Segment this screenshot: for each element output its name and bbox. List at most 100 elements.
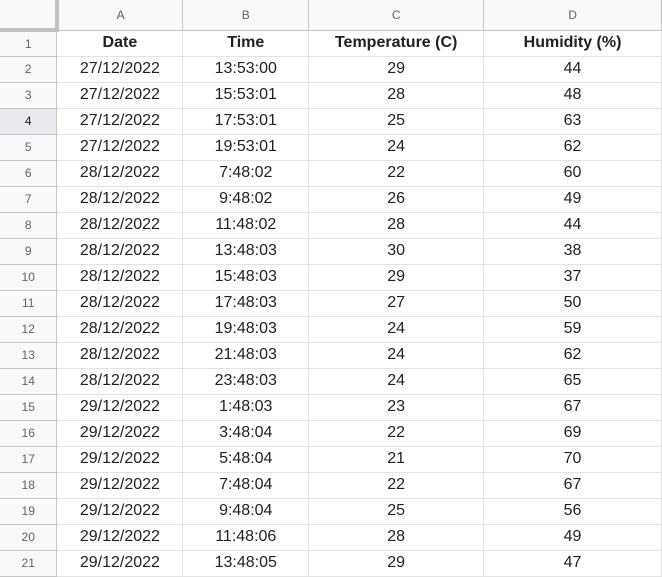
cell-time[interactable]: 19:53:01 <box>182 134 310 161</box>
cell-temperature[interactable]: 30 <box>308 238 485 265</box>
cell-header-temperature[interactable]: Temperature (C) <box>308 30 485 57</box>
row-header[interactable]: 3 <box>0 82 58 109</box>
cell-temperature[interactable]: 27 <box>308 290 485 317</box>
row-header[interactable]: 8 <box>0 212 58 239</box>
row-header[interactable]: 21 <box>0 550 58 577</box>
cell-date[interactable]: 29/12/2022 <box>56 394 184 421</box>
cell-date[interactable]: 28/12/2022 <box>56 290 184 317</box>
cell-temperature[interactable]: 22 <box>308 420 485 447</box>
cell-time[interactable]: 19:48:03 <box>182 316 310 343</box>
cell-humidity[interactable]: 70 <box>483 446 662 473</box>
cell-temperature[interactable]: 29 <box>308 550 485 577</box>
cell-date[interactable]: 29/12/2022 <box>56 472 184 499</box>
cell-header-time[interactable]: Time <box>182 30 310 57</box>
cell-humidity[interactable]: 67 <box>483 472 662 499</box>
cell-date[interactable]: 28/12/2022 <box>56 264 184 291</box>
cell-temperature[interactable]: 28 <box>308 82 485 109</box>
select-all-corner[interactable] <box>0 0 59 32</box>
cell-date[interactable]: 29/12/2022 <box>56 524 184 551</box>
row-header[interactable]: 1 <box>0 30 58 57</box>
cell-temperature[interactable]: 29 <box>308 56 485 83</box>
cell-date[interactable]: 28/12/2022 <box>56 212 184 239</box>
cell-temperature[interactable]: 23 <box>308 394 485 421</box>
cell-humidity[interactable]: 50 <box>483 290 662 317</box>
cell-humidity[interactable]: 49 <box>483 524 662 551</box>
cell-humidity[interactable]: 44 <box>483 212 662 239</box>
cell-temperature[interactable]: 25 <box>308 498 485 525</box>
cell-date[interactable]: 28/12/2022 <box>56 342 184 369</box>
cell-time[interactable]: 13:53:00 <box>182 56 310 83</box>
cell-humidity[interactable]: 47 <box>483 550 662 577</box>
cell-humidity[interactable]: 37 <box>483 264 662 291</box>
column-header-b[interactable]: B <box>182 0 310 31</box>
cell-temperature[interactable]: 28 <box>308 212 485 239</box>
cell-date[interactable]: 27/12/2022 <box>56 108 184 135</box>
cell-date[interactable]: 29/12/2022 <box>56 446 184 473</box>
row-header[interactable]: 13 <box>0 342 58 369</box>
row-header[interactable]: 7 <box>0 186 58 213</box>
cell-temperature[interactable]: 25 <box>308 108 485 135</box>
cell-temperature[interactable]: 24 <box>308 368 485 395</box>
cell-time[interactable]: 13:48:03 <box>182 238 310 265</box>
cell-temperature[interactable]: 24 <box>308 316 485 343</box>
row-header[interactable]: 16 <box>0 420 58 447</box>
cell-time[interactable]: 3:48:04 <box>182 420 310 447</box>
column-header-d[interactable]: D <box>483 0 662 31</box>
cell-time[interactable]: 7:48:04 <box>182 472 310 499</box>
cell-time[interactable]: 9:48:04 <box>182 498 310 525</box>
cell-time[interactable]: 9:48:02 <box>182 186 310 213</box>
cell-time[interactable]: 7:48:02 <box>182 160 310 187</box>
cell-humidity[interactable]: 38 <box>483 238 662 265</box>
column-header-a[interactable]: A <box>56 0 184 31</box>
cell-temperature[interactable]: 28 <box>308 524 485 551</box>
cell-date[interactable]: 29/12/2022 <box>56 550 184 577</box>
cell-date[interactable]: 28/12/2022 <box>56 238 184 265</box>
cell-time[interactable]: 11:48:06 <box>182 524 310 551</box>
cell-humidity[interactable]: 67 <box>483 394 662 421</box>
cell-time[interactable]: 17:48:03 <box>182 290 310 317</box>
row-header[interactable]: 4 <box>0 108 58 135</box>
row-header[interactable]: 19 <box>0 498 58 525</box>
cell-time[interactable]: 13:48:05 <box>182 550 310 577</box>
cell-date[interactable]: 27/12/2022 <box>56 82 184 109</box>
cell-time[interactable]: 15:53:01 <box>182 82 310 109</box>
cell-humidity[interactable]: 62 <box>483 342 662 369</box>
row-header[interactable]: 11 <box>0 290 58 317</box>
cell-temperature[interactable]: 22 <box>308 160 485 187</box>
row-header[interactable]: 20 <box>0 524 58 551</box>
row-header[interactable]: 9 <box>0 238 58 265</box>
row-header[interactable]: 10 <box>0 264 58 291</box>
cell-temperature[interactable]: 24 <box>308 342 485 369</box>
cell-humidity[interactable]: 65 <box>483 368 662 395</box>
row-header[interactable]: 12 <box>0 316 58 343</box>
column-header-c[interactable]: C <box>308 0 485 31</box>
cell-temperature[interactable]: 29 <box>308 264 485 291</box>
cell-humidity[interactable]: 49 <box>483 186 662 213</box>
cell-humidity[interactable]: 63 <box>483 108 662 135</box>
cell-humidity[interactable]: 69 <box>483 420 662 447</box>
cell-date[interactable]: 28/12/2022 <box>56 368 184 395</box>
cell-date[interactable]: 29/12/2022 <box>56 420 184 447</box>
cell-time[interactable]: 15:48:03 <box>182 264 310 291</box>
cell-humidity[interactable]: 44 <box>483 56 662 83</box>
row-header[interactable]: 15 <box>0 394 58 421</box>
cell-header-date[interactable]: Date <box>56 30 184 57</box>
cell-date[interactable]: 28/12/2022 <box>56 316 184 343</box>
cell-temperature[interactable]: 22 <box>308 472 485 499</box>
cell-time[interactable]: 17:53:01 <box>182 108 310 135</box>
row-header[interactable]: 17 <box>0 446 58 473</box>
cell-humidity[interactable]: 60 <box>483 160 662 187</box>
cell-time[interactable]: 23:48:03 <box>182 368 310 395</box>
cell-humidity[interactable]: 59 <box>483 316 662 343</box>
row-header[interactable]: 5 <box>0 134 58 161</box>
cell-time[interactable]: 1:48:03 <box>182 394 310 421</box>
row-header[interactable]: 14 <box>0 368 58 395</box>
cell-date[interactable]: 27/12/2022 <box>56 56 184 83</box>
cell-date[interactable]: 27/12/2022 <box>56 134 184 161</box>
cell-header-humidity[interactable]: Humidity (%) <box>483 30 662 57</box>
cell-time[interactable]: 5:48:04 <box>182 446 310 473</box>
cell-temperature[interactable]: 26 <box>308 186 485 213</box>
row-header[interactable]: 2 <box>0 56 58 83</box>
cell-date[interactable]: 29/12/2022 <box>56 498 184 525</box>
cell-temperature[interactable]: 21 <box>308 446 485 473</box>
